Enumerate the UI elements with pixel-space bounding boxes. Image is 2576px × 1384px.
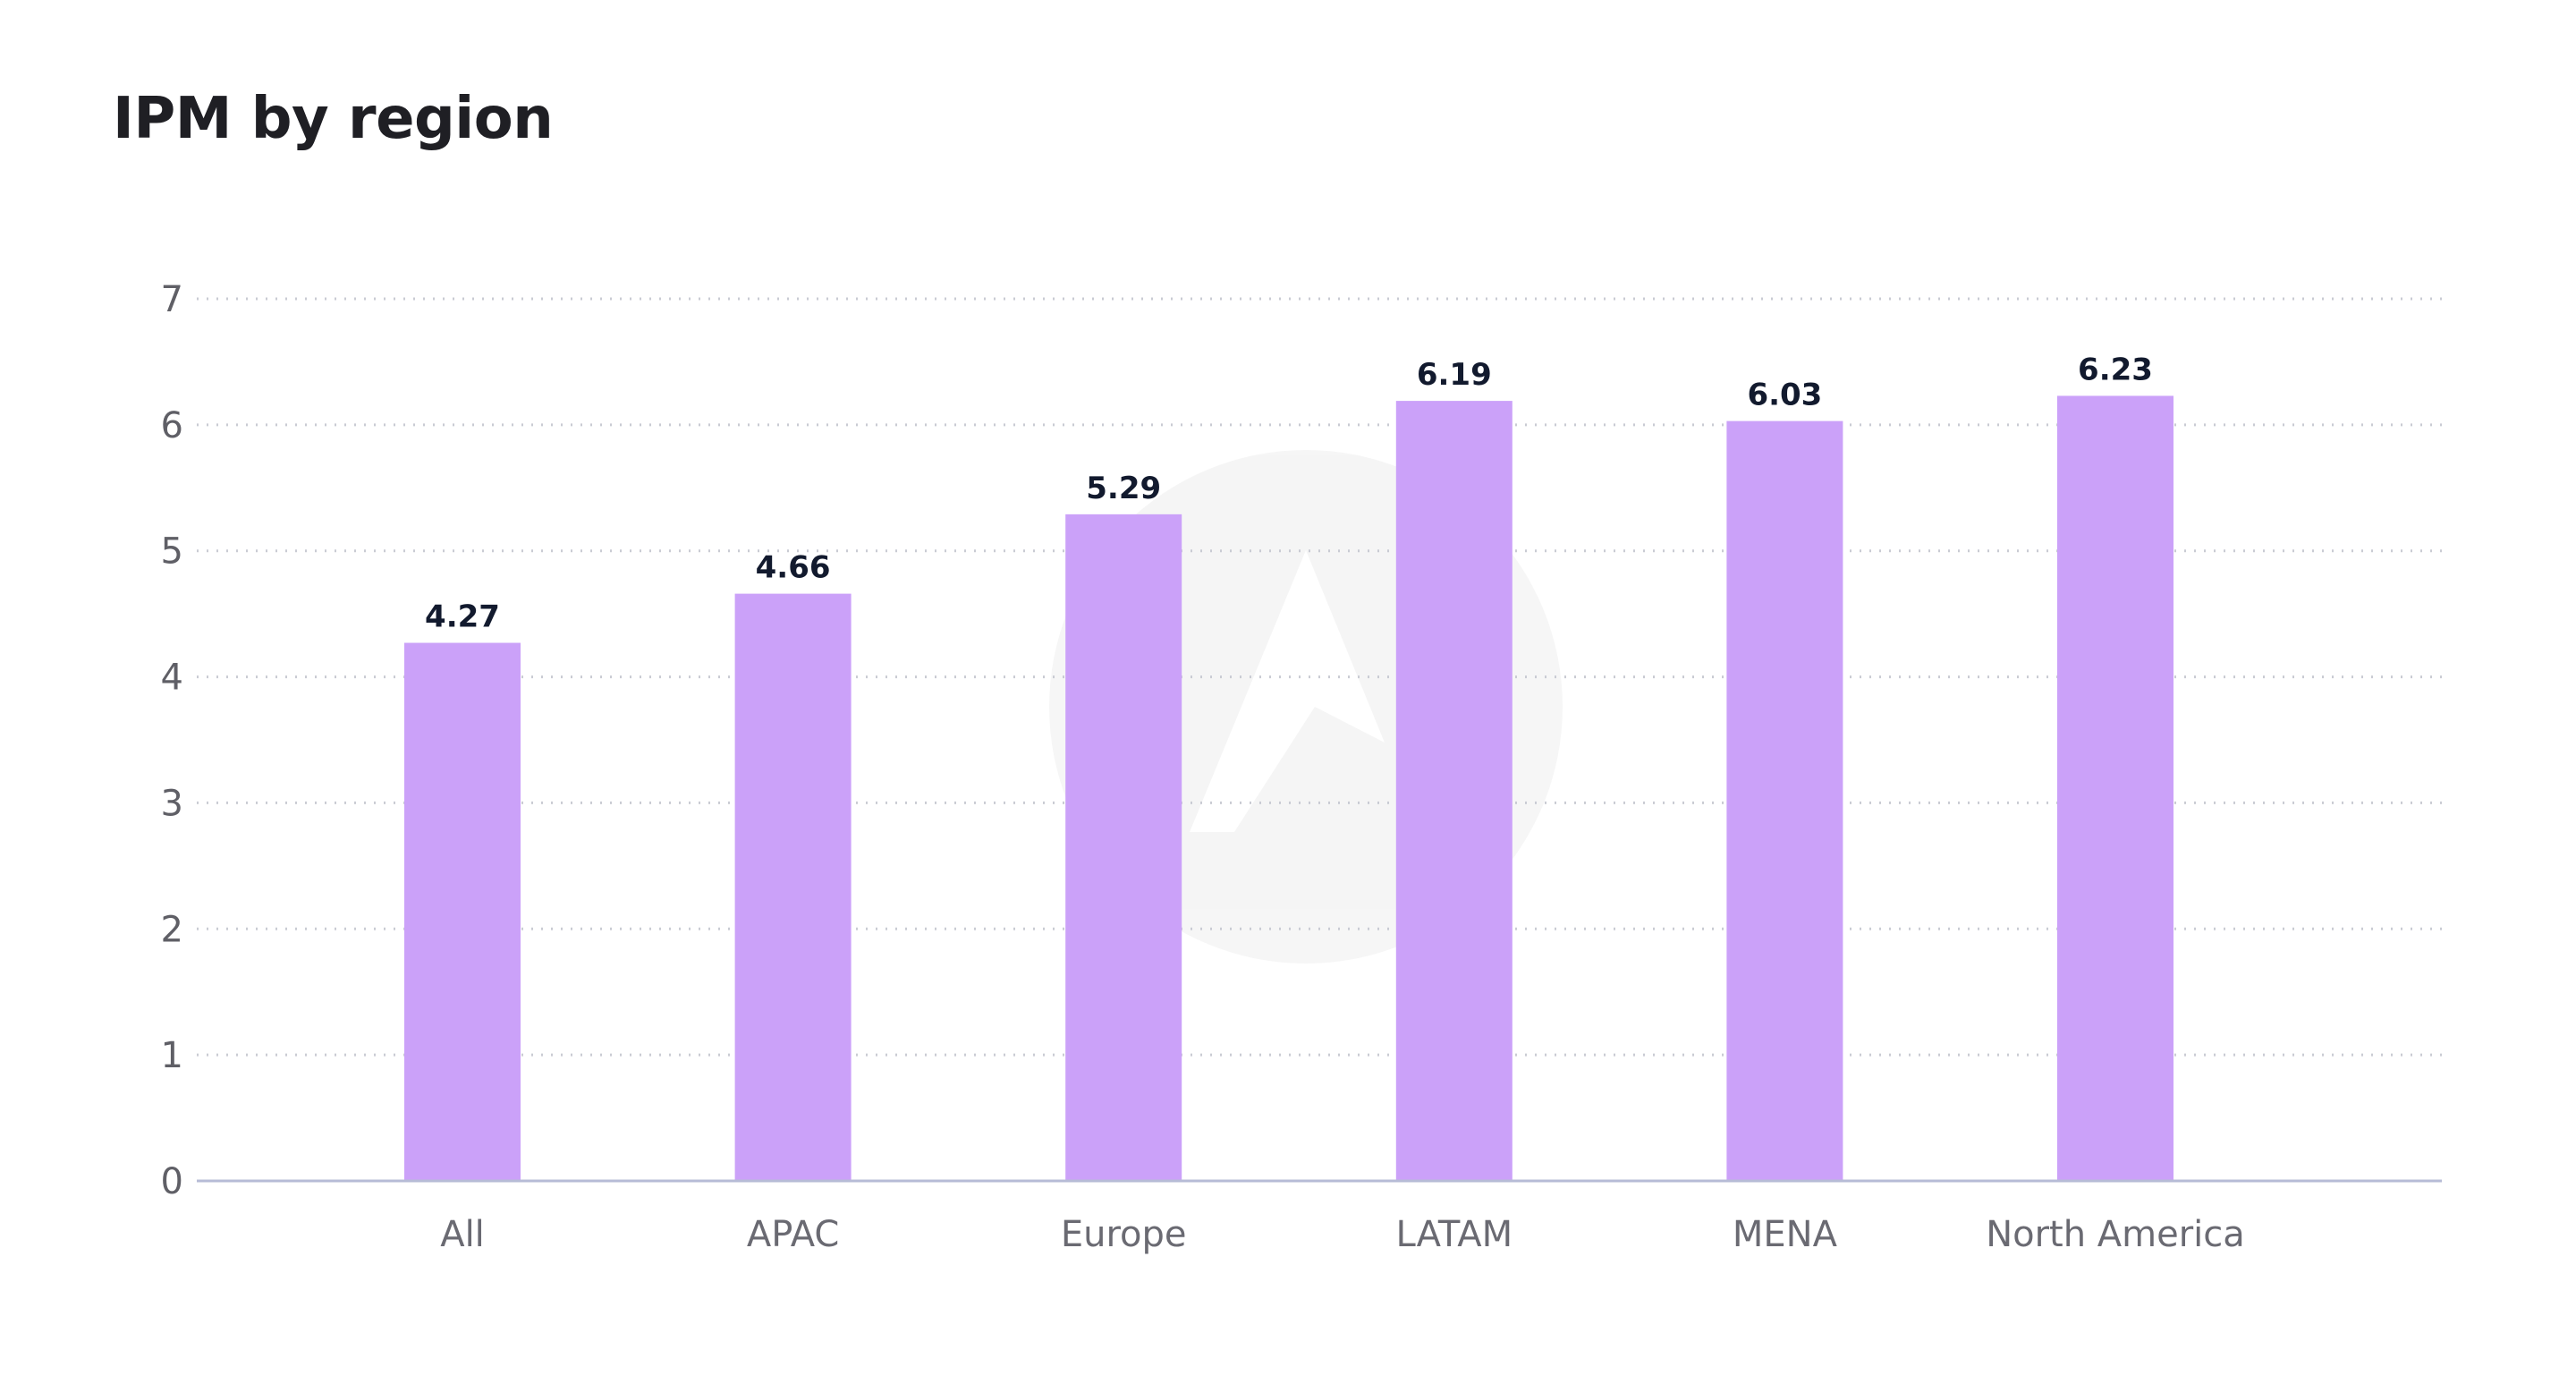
x-category-label: North America: [1986, 1214, 2245, 1255]
data-label: 4.66: [756, 550, 831, 586]
data-label: 6.03: [1747, 378, 1822, 413]
y-tick-label: 4: [161, 658, 183, 699]
bar: [1065, 514, 1182, 1181]
y-tick-label: 0: [161, 1161, 183, 1202]
x-category-label: LATAM: [1395, 1214, 1513, 1255]
x-category-label: Europe: [1061, 1214, 1187, 1255]
bar: [1395, 401, 1513, 1181]
y-tick-label: 7: [161, 279, 183, 320]
bars: [404, 395, 2174, 1182]
bar: [1726, 420, 1843, 1181]
x-category-label: MENA: [1733, 1214, 1838, 1255]
bar: [734, 593, 852, 1181]
x-axis-categories: All APAC Europe LATAM MENA North America: [440, 1214, 2245, 1255]
bar: [404, 642, 521, 1181]
y-tick-label: 1: [161, 1035, 183, 1076]
data-label: 5.29: [1086, 471, 1161, 506]
y-tick-label: 2: [161, 909, 183, 950]
data-label: 6.19: [1417, 357, 1492, 393]
y-tick-label: 3: [161, 783, 183, 824]
bar: [2057, 395, 2174, 1182]
x-category-label: All: [440, 1214, 485, 1255]
y-axis-ticks: 0 1 2 3 4 5 6 7: [161, 279, 183, 1202]
data-label: 4.27: [425, 599, 500, 635]
chart-title: IPM by region: [113, 86, 554, 152]
y-tick-label: 5: [161, 531, 183, 573]
y-tick-label: 6: [161, 405, 183, 446]
x-category-label: APAC: [747, 1214, 840, 1255]
data-labels: 4.27 4.66 5.29 6.19 6.03 6.23: [425, 352, 2153, 634]
data-label: 6.23: [2078, 352, 2153, 387]
